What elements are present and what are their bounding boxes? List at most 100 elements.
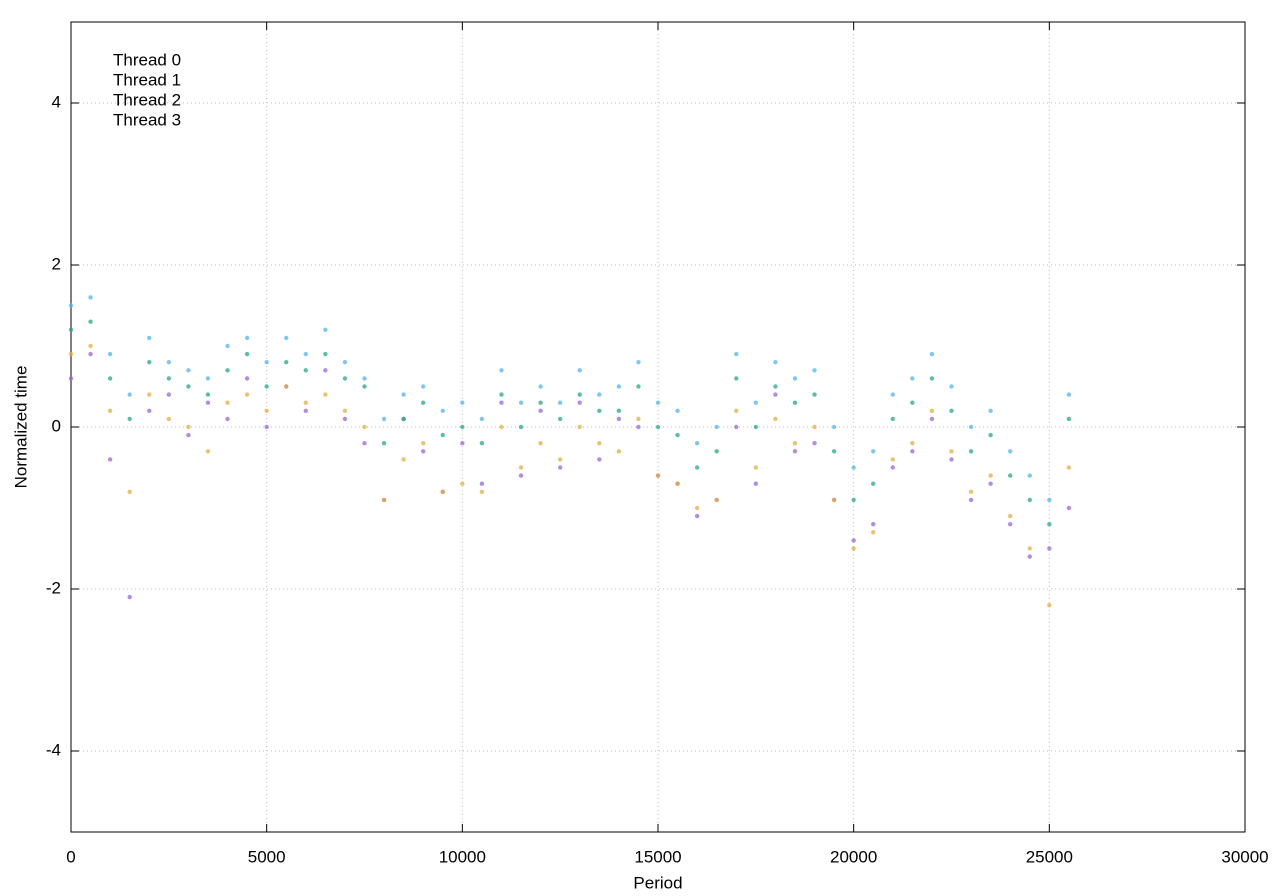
point (753, 481, 759, 486)
point (851, 546, 856, 551)
point (342, 408, 348, 413)
point (753, 424, 759, 430)
point (147, 335, 152, 341)
point (929, 416, 935, 422)
point (538, 441, 543, 446)
point (421, 441, 426, 446)
point (244, 392, 250, 397)
point (577, 424, 582, 430)
point (812, 368, 817, 373)
point (773, 392, 778, 397)
point (401, 457, 406, 462)
point (381, 416, 387, 422)
legend-label: Thread 0 (113, 50, 181, 69)
point (107, 351, 113, 357)
point (186, 368, 191, 373)
x-tick-label: 15000 (634, 847, 681, 866)
point (166, 416, 172, 422)
legend-label: Thread 1 (113, 70, 181, 89)
point (107, 376, 113, 381)
point (871, 522, 876, 527)
point (225, 400, 230, 405)
point (910, 441, 915, 446)
point (1066, 416, 1072, 422)
point (792, 376, 798, 381)
point (734, 376, 739, 381)
point (362, 424, 367, 430)
point (1047, 497, 1052, 503)
point (68, 351, 74, 357)
point (675, 408, 680, 413)
point (323, 327, 328, 332)
point (186, 424, 191, 430)
point (1066, 505, 1072, 511)
point (929, 408, 935, 413)
point (968, 424, 974, 430)
point (597, 441, 602, 446)
point (1008, 473, 1013, 478)
point (694, 513, 700, 519)
point (127, 416, 132, 422)
point (303, 400, 308, 405)
point (557, 416, 563, 422)
point (205, 376, 211, 381)
y-tick-label: 4 (52, 92, 61, 111)
point (499, 368, 504, 373)
x-tick-label: 20000 (830, 847, 877, 866)
point (205, 449, 211, 454)
point (616, 408, 622, 413)
point (557, 400, 563, 405)
point (225, 368, 230, 373)
point (636, 384, 641, 389)
point (734, 408, 739, 413)
point (127, 392, 132, 397)
point (851, 465, 856, 470)
point (831, 424, 837, 430)
point (88, 295, 93, 300)
point (1066, 465, 1072, 470)
x-tick-label: 10000 (439, 847, 486, 866)
point (244, 376, 250, 381)
point (107, 408, 113, 413)
point (1027, 546, 1032, 551)
point (910, 400, 915, 405)
point (929, 376, 935, 381)
point (616, 416, 622, 422)
point (675, 481, 680, 486)
point (284, 384, 289, 389)
point (284, 360, 289, 365)
point (362, 376, 367, 381)
x-tick-label: 0 (66, 847, 75, 866)
point (323, 368, 328, 373)
point (714, 449, 719, 454)
point (616, 449, 622, 454)
point (851, 497, 856, 503)
x-tick-label: 5000 (248, 847, 286, 866)
point (792, 449, 798, 454)
point (910, 376, 915, 381)
x-tick-label: 30000 (1221, 847, 1268, 866)
point (831, 449, 837, 454)
point (753, 400, 759, 405)
point (147, 408, 152, 413)
point (714, 497, 719, 503)
point (538, 384, 543, 389)
point (538, 408, 543, 413)
point (381, 441, 387, 446)
point (88, 343, 93, 349)
point (988, 473, 993, 478)
point (890, 392, 895, 397)
y-tick-label: 0 (52, 416, 61, 435)
point (303, 351, 308, 357)
point (186, 384, 191, 389)
point (362, 441, 367, 446)
point (166, 376, 172, 381)
y-axis-title: Normalized time (11, 366, 30, 489)
point (734, 351, 739, 357)
x-tick-label: 25000 (1026, 847, 1073, 866)
point (1047, 603, 1052, 608)
point (812, 392, 817, 397)
point (1027, 473, 1032, 478)
point (342, 376, 348, 381)
